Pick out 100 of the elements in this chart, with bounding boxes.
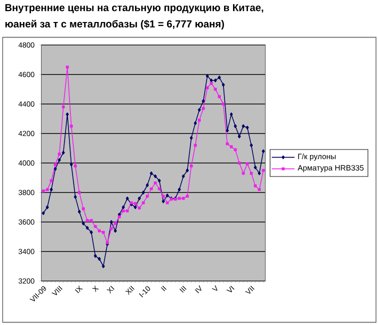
point <box>238 134 241 138</box>
point <box>186 168 189 172</box>
point <box>206 86 209 90</box>
point <box>78 191 81 194</box>
point <box>194 144 197 147</box>
point <box>134 202 137 206</box>
point <box>90 230 93 234</box>
point <box>90 219 93 222</box>
point <box>154 174 157 178</box>
point <box>222 102 225 106</box>
point <box>86 226 89 230</box>
point <box>182 174 185 178</box>
point <box>238 162 241 164</box>
point <box>42 211 45 216</box>
point <box>258 188 261 192</box>
point <box>202 106 205 110</box>
point <box>66 66 69 69</box>
point <box>234 148 237 152</box>
point <box>78 210 81 214</box>
point <box>150 171 153 176</box>
point <box>126 196 129 200</box>
point <box>114 222 117 225</box>
point <box>178 188 181 192</box>
point <box>206 74 209 78</box>
point <box>58 158 61 162</box>
point <box>242 172 245 175</box>
point <box>222 82 225 87</box>
point <box>110 220 113 224</box>
point <box>134 205 137 210</box>
point <box>178 196 181 200</box>
point <box>102 230 105 234</box>
point <box>230 145 233 148</box>
chart-title: Внутренние цены на стальную продукцию в Китае, <box>5 4 264 14</box>
point <box>58 152 61 156</box>
point <box>122 209 125 212</box>
point <box>262 168 265 172</box>
point <box>166 201 169 204</box>
point <box>82 222 85 226</box>
point <box>114 228 117 233</box>
point <box>230 112 233 116</box>
point <box>214 88 217 91</box>
point <box>110 227 113 230</box>
point <box>242 124 245 128</box>
point <box>146 183 149 187</box>
point <box>166 194 169 198</box>
point <box>246 162 249 166</box>
point <box>142 201 145 204</box>
point <box>150 187 153 190</box>
point <box>126 209 129 212</box>
point <box>94 254 97 258</box>
point <box>254 184 257 188</box>
point <box>190 136 193 140</box>
point <box>214 78 217 82</box>
point <box>118 215 121 218</box>
point <box>66 112 69 116</box>
point <box>162 199 165 204</box>
point <box>54 163 57 166</box>
point <box>98 257 101 261</box>
point <box>246 126 249 130</box>
point <box>50 179 53 182</box>
point <box>158 187 161 190</box>
point <box>202 99 205 103</box>
point <box>74 195 77 199</box>
point <box>226 128 229 132</box>
point <box>138 196 141 200</box>
point <box>74 164 77 168</box>
point <box>142 190 145 194</box>
point <box>234 124 237 128</box>
point <box>190 164 193 168</box>
point <box>262 149 265 154</box>
point <box>194 121 197 126</box>
point <box>98 229 101 232</box>
point <box>42 190 45 192</box>
point <box>86 219 89 222</box>
point <box>258 171 261 176</box>
point <box>218 76 221 80</box>
point <box>122 205 125 210</box>
point <box>198 108 201 112</box>
point <box>146 194 149 198</box>
point <box>46 188 49 192</box>
point <box>62 150 65 155</box>
point <box>102 264 105 268</box>
point <box>250 143 253 148</box>
point <box>82 207 85 210</box>
point <box>210 82 213 85</box>
point <box>162 194 165 198</box>
point <box>250 172 253 175</box>
point <box>210 78 213 82</box>
point <box>182 196 185 200</box>
point <box>70 162 73 166</box>
point <box>54 167 57 171</box>
point <box>46 205 49 210</box>
point <box>254 166 257 170</box>
point <box>226 142 229 146</box>
chart-subtitle: юаней за т с металлобазы ($1 = 6,777 юаня) <box>5 20 224 30</box>
point <box>94 224 97 228</box>
point <box>154 181 157 184</box>
point <box>198 118 201 122</box>
point <box>186 194 189 198</box>
point <box>158 178 161 183</box>
